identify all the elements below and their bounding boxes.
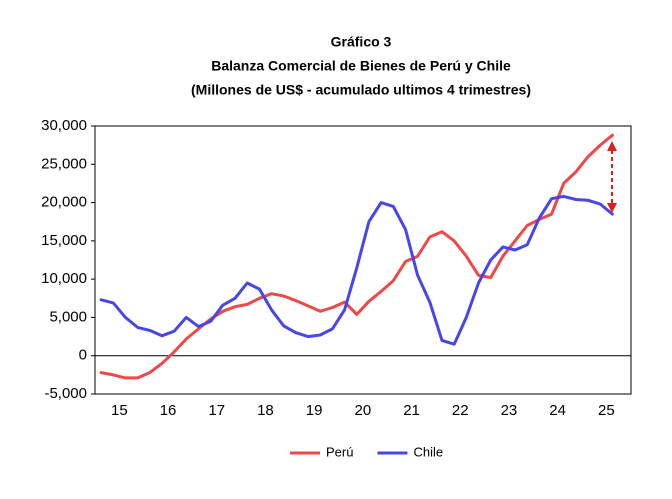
- y-tick-label: 25,000: [41, 155, 87, 172]
- series-line: [99, 194, 614, 346]
- x-tick-label: 19: [306, 402, 323, 419]
- x-tick-label: 25: [598, 402, 615, 419]
- y-tick-label: 30,000: [41, 117, 87, 134]
- x-tick-label: 20: [355, 402, 372, 419]
- y-tick-label: 5,000: [49, 308, 87, 325]
- plot-frame: [94, 125, 632, 395]
- y-tick-label: -5,000: [44, 385, 87, 402]
- series-line: [99, 133, 614, 380]
- x-tick-label: 16: [160, 402, 177, 419]
- x-tick-label: 24: [549, 402, 566, 419]
- plot: -5,000 0 5,000 10,000 15,000 20,000 25,000 30,0…: [41, 117, 631, 419]
- gap-arrow: [607, 141, 617, 213]
- legend-label: Chile: [413, 444, 443, 459]
- x-tick-label: 17: [208, 402, 225, 419]
- y-tick-label: 15,000: [41, 232, 87, 249]
- x-tick-label: 18: [257, 402, 274, 419]
- y-tick-label: 20,000: [41, 194, 87, 211]
- y-tick-label: 0: [79, 347, 87, 364]
- chart-title: Gráfico 3: [331, 34, 392, 50]
- chart-note: (Millones de US$ - acumulado ultimos 4 t…: [191, 82, 531, 98]
- chart-subtitle: Balanza Comercial de Bienes de Perú y Ch…: [211, 58, 511, 74]
- x-tick-label: 22: [452, 402, 469, 419]
- legend-label: Perú: [326, 444, 353, 459]
- x-tick-label: 15: [111, 402, 128, 419]
- y-tick-label: 10,000: [41, 270, 87, 287]
- x-tick-label: 23: [501, 402, 518, 419]
- x-tick-label: 21: [403, 402, 420, 419]
